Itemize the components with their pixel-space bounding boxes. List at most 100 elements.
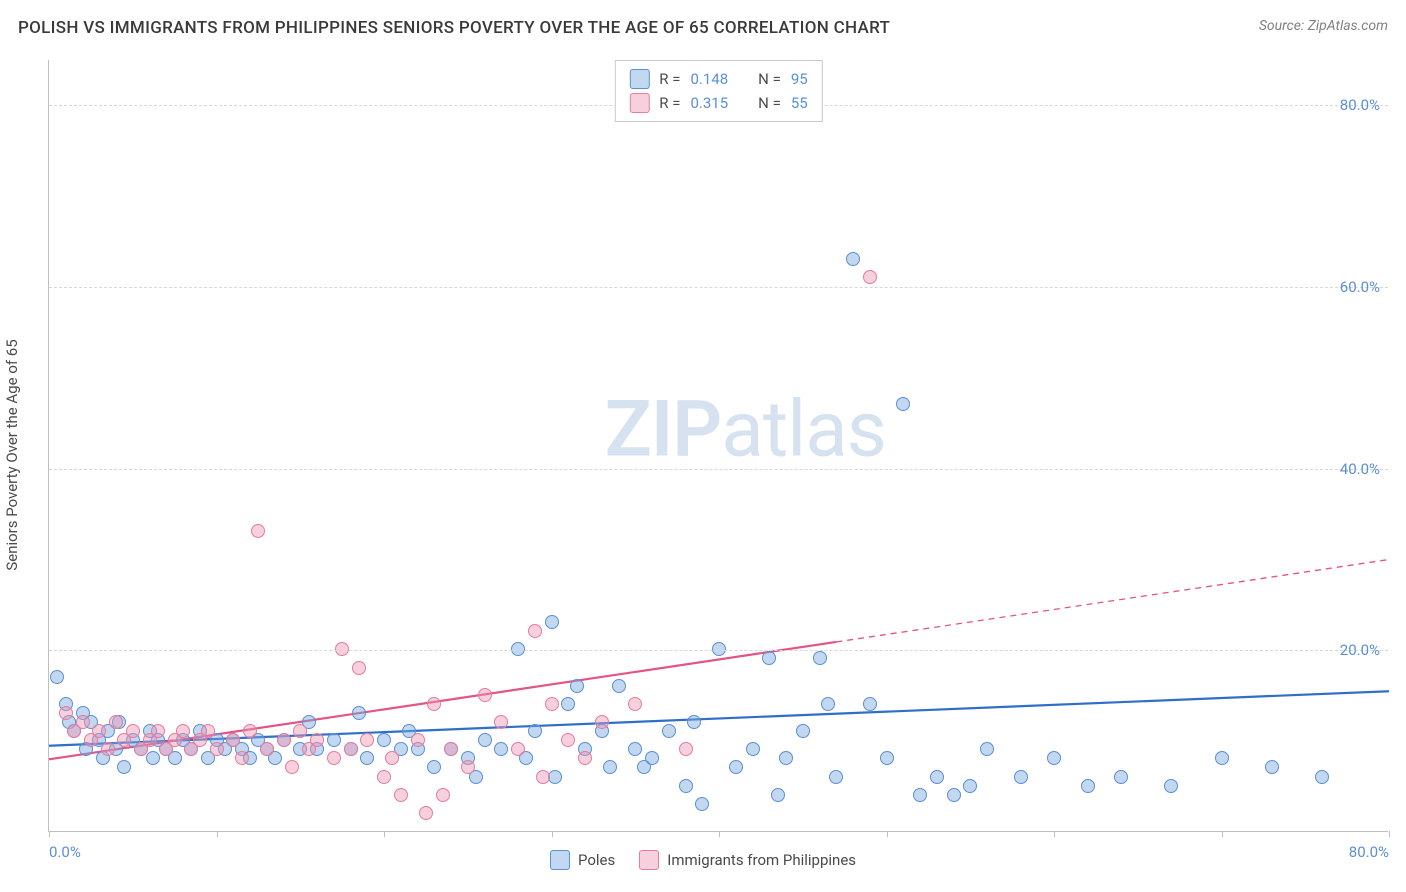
data-point	[411, 733, 425, 747]
series-legend: Poles Immigrants from Philippines	[550, 850, 856, 870]
x-tick-label: 0.0%	[49, 843, 81, 861]
data-point	[419, 806, 433, 820]
data-point	[913, 788, 927, 802]
data-point	[612, 679, 626, 693]
data-point	[427, 697, 441, 711]
x-tick	[1222, 831, 1223, 837]
data-point	[896, 397, 910, 411]
data-point	[243, 724, 257, 738]
data-point	[863, 697, 877, 711]
data-point	[1164, 779, 1178, 793]
legend-row-poles: R = 0.148 N = 95	[629, 67, 807, 91]
data-point	[76, 715, 90, 729]
data-point	[1081, 779, 1095, 793]
data-point	[117, 760, 131, 774]
data-point	[536, 770, 550, 784]
data-point	[528, 624, 542, 638]
data-point	[796, 724, 810, 738]
data-point	[285, 760, 299, 774]
gridline	[49, 650, 1388, 651]
data-point	[385, 751, 399, 765]
data-point	[863, 270, 877, 284]
data-point	[603, 760, 617, 774]
data-point	[478, 733, 492, 747]
data-point	[829, 770, 843, 784]
data-point	[360, 733, 374, 747]
data-point	[545, 615, 559, 629]
source-attribution: Source: ZipAtlas.com	[1259, 18, 1388, 34]
x-tick-label: 80.0%	[1349, 843, 1389, 861]
data-point	[947, 788, 961, 802]
data-point	[310, 733, 324, 747]
data-point	[293, 724, 307, 738]
legend-row-philippines: R = 0.315 N = 55	[629, 91, 807, 115]
x-tick	[217, 831, 218, 837]
data-point	[662, 724, 676, 738]
data-point	[930, 770, 944, 784]
data-point	[109, 715, 123, 729]
data-point	[762, 651, 776, 665]
data-point	[344, 742, 358, 756]
data-point	[846, 252, 860, 266]
data-point	[1215, 751, 1229, 765]
legend-item-poles: Poles	[550, 850, 615, 870]
data-point	[427, 760, 441, 774]
data-point	[771, 788, 785, 802]
data-point	[746, 742, 760, 756]
chart-plot-area: ZIPatlas R = 0.148 N = 95 R = 0.315 N = …	[48, 60, 1388, 832]
swatch-philippines	[629, 93, 649, 113]
data-point	[511, 742, 525, 756]
data-point	[1014, 770, 1028, 784]
x-tick	[49, 831, 50, 837]
data-point	[1315, 770, 1329, 784]
data-point	[1114, 770, 1128, 784]
data-point	[226, 733, 240, 747]
scatter-points	[49, 60, 1388, 831]
data-point	[260, 742, 274, 756]
data-point	[729, 760, 743, 774]
data-point	[146, 751, 160, 765]
data-point	[251, 524, 265, 538]
data-point	[176, 724, 190, 738]
data-point	[779, 751, 793, 765]
swatch-poles	[629, 69, 649, 89]
data-point	[561, 697, 575, 711]
data-point	[327, 751, 341, 765]
data-point	[980, 742, 994, 756]
data-point	[628, 742, 642, 756]
swatch-poles-icon	[550, 850, 570, 870]
data-point	[494, 715, 508, 729]
data-point	[570, 679, 584, 693]
y-tick-label: 40.0%	[1340, 460, 1380, 478]
x-tick	[552, 831, 553, 837]
data-point	[126, 724, 140, 738]
data-point	[277, 733, 291, 747]
swatch-philippines-icon	[639, 850, 659, 870]
data-point	[561, 733, 575, 747]
x-tick	[1389, 831, 1390, 837]
y-tick-label: 20.0%	[1340, 641, 1380, 659]
y-tick-label: 60.0%	[1340, 278, 1380, 296]
data-point	[151, 724, 165, 738]
data-point	[59, 706, 73, 720]
chart-title: POLISH VS IMMIGRANTS FROM PHILIPPINES SE…	[18, 18, 890, 38]
data-point	[963, 779, 977, 793]
data-point	[628, 697, 642, 711]
data-point	[578, 751, 592, 765]
data-point	[210, 742, 224, 756]
data-point	[528, 724, 542, 738]
data-point	[92, 724, 106, 738]
data-point	[645, 751, 659, 765]
data-point	[679, 779, 693, 793]
x-tick	[384, 831, 385, 837]
data-point	[235, 751, 249, 765]
correlation-legend: R = 0.148 N = 95 R = 0.315 N = 55	[614, 60, 822, 122]
data-point	[201, 724, 215, 738]
data-point	[461, 760, 475, 774]
data-point	[478, 688, 492, 702]
data-point	[327, 733, 341, 747]
x-tick	[719, 831, 720, 837]
gridline	[49, 287, 1388, 288]
data-point	[494, 742, 508, 756]
x-tick	[1054, 831, 1055, 837]
